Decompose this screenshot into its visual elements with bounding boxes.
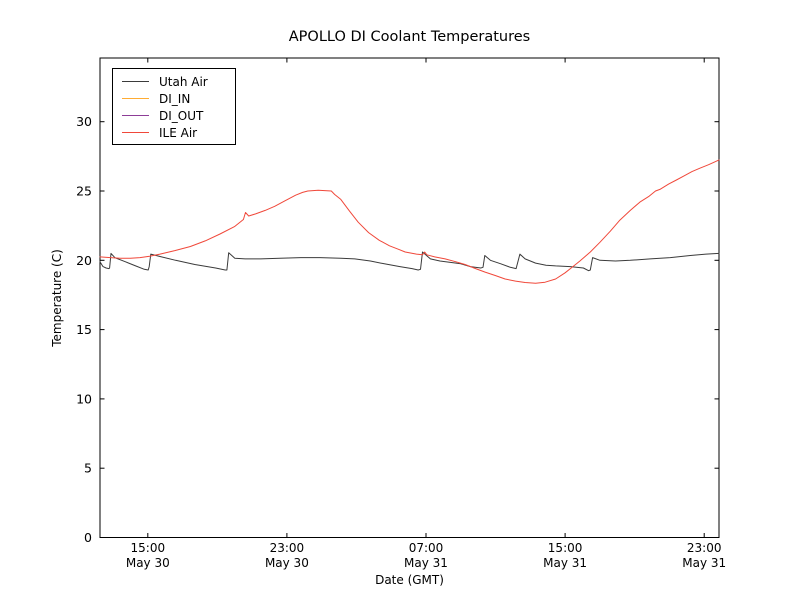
x-axis-label: Date (GMT) <box>375 573 444 587</box>
y-tick-label: 20 <box>76 253 92 268</box>
legend-item-di-out: DI_OUT <box>113 107 235 124</box>
legend-label: ILE Air <box>159 125 198 140</box>
x-tick-label: 23:00 May 30 <box>265 541 309 570</box>
plot-frame <box>99 57 720 538</box>
y-tick-label: 30 <box>76 114 92 129</box>
x-tick-label: 23:00 May 31 <box>682 541 726 570</box>
legend-item-utah-air: Utah Air <box>113 73 235 90</box>
legend-line-sample <box>122 115 149 116</box>
y-tick-label: 15 <box>76 322 92 337</box>
y-tick-label: 5 <box>84 461 92 476</box>
x-tick-label: 07:00 May 31 <box>404 541 448 570</box>
legend-label: Utah Air <box>159 74 208 89</box>
legend-item-ile-air: ILE Air <box>113 124 235 141</box>
y-tick-label: 0 <box>84 530 92 545</box>
legend-line-sample <box>122 81 149 82</box>
y-tick-label: 10 <box>76 391 92 406</box>
y-axis-label: Temperature (C) <box>50 249 64 347</box>
legend-item-di-in: DI_IN <box>113 90 235 107</box>
series-line-utah-air <box>99 251 720 272</box>
series-line-ile-air <box>99 159 720 284</box>
legend-label: DI_OUT <box>159 108 204 123</box>
legend-line-sample <box>122 98 149 99</box>
legend-line-sample <box>122 132 149 133</box>
chart-title: APOLLO DI Coolant Temperatures <box>288 29 531 45</box>
legend-label: DI_IN <box>159 91 191 106</box>
legend: Utah Air DI_IN DI_OUT ILE Air <box>112 68 236 145</box>
x-tick-label: 15:00 May 30 <box>126 541 170 570</box>
x-tick-label: 15:00 May 31 <box>543 541 587 570</box>
y-tick-label: 25 <box>76 184 92 199</box>
